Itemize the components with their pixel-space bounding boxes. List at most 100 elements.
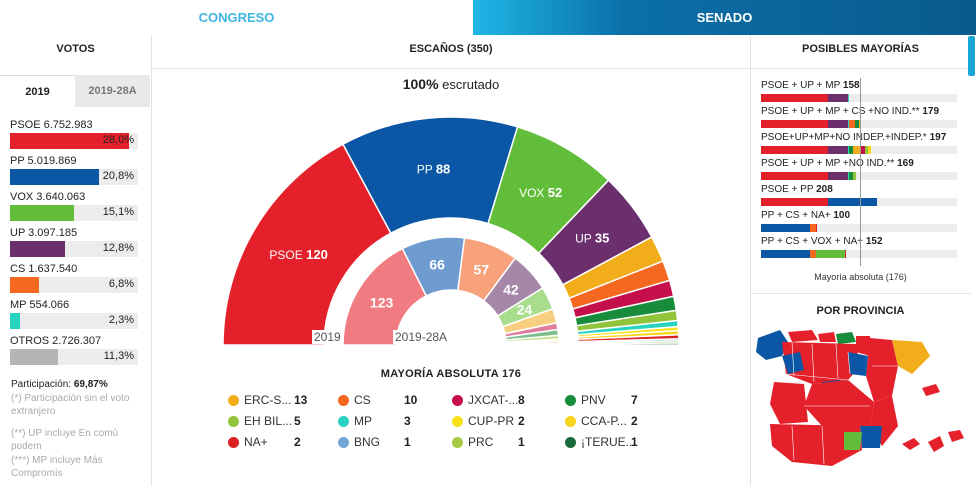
majority-bar-segment [761,120,829,128]
map-provinces [756,330,964,466]
legend-swatch [228,416,239,427]
majority-parties: PSOE + UP + MP + CS +NO IND.** [761,106,923,117]
legend-party-name: BNG [354,435,381,449]
map-region-castilla-leon [782,342,860,384]
majority-bar-segment [761,198,829,206]
participation-label: Participación: [11,379,72,390]
vote-row: OTROS 2.726.307 11,3% [10,335,138,371]
note-mp: (***) MP incluye Más Compromís [11,455,103,479]
mayoria-value: 176 [501,368,522,380]
vote-bar-track: 6,8% [10,277,138,293]
majority-bar-segment [828,172,848,180]
map-region-navarra [856,336,870,356]
seat-2019-28a-label: 57 [474,261,490,277]
legend-seats: 7 [631,393,638,407]
legend-party-name: CUP-PR [468,414,515,428]
scrollbar[interactable] [968,36,975,76]
majority-bar-track [761,146,957,154]
center-head-divider [152,68,750,69]
majority-bar-track [761,172,957,180]
seat-2019-label: UP 35 [575,230,609,245]
majority-bar-segment [828,146,848,154]
majority-parties: PP + CS + VOX + NA+ [761,236,866,247]
legend-party-name: PNV [581,393,606,407]
vote-row-pct: 6,8% [108,278,134,290]
tab-congreso[interactable]: CONGRESO [0,0,473,35]
legend-seats: 8 [518,393,525,407]
vote-row: CS 1.637.540 6,8% [10,263,138,299]
vote-bar-track: 11,3% [10,349,138,365]
vote-row-pct: 11,3% [103,350,134,362]
majority-bar-segment [849,172,854,180]
escrutado-text: escrutado [442,77,500,92]
map-region-castilla-la-mancha [804,380,874,426]
map-region-galicia [756,330,788,360]
mayoria-label: MAYORÍA ABSOLUTA [380,368,499,380]
vote-row: UP 3.097.185 12,8% [10,227,138,263]
legend-item: BNG 1 [338,435,443,451]
majority-bar-segment [860,146,866,154]
seat-2019-slice[interactable] [577,342,680,346]
majority-bar-segment [865,146,868,154]
majority-row-label: PSOE + PP 208 [761,184,833,195]
majority-parties: PSOE + UP + MP +NO IND.** [761,158,898,169]
vote-row: PP 5.019.869 20,8% [10,155,138,191]
majority-bar-segment [847,94,850,102]
map-region-canarias [902,430,964,452]
majority-bar-track [761,250,957,258]
map-region-soria [848,352,868,376]
majority-bar-track [761,224,957,232]
legend-item: NA+ 2 [228,435,333,451]
legend-item: CS 10 [338,393,443,409]
note-participation: (*) Participación sin el voto extranjero [11,393,130,417]
vote-row-label: UP 3.097.185 [10,227,78,239]
divider-left [151,35,152,486]
tab-year-2019-28a[interactable]: 2019-28A [75,75,150,107]
vote-row-label: PSOE 6.752.983 [10,119,93,131]
majority-bar-segment [761,224,811,232]
legend-seats: 1 [404,435,411,449]
tab-senado[interactable]: SENADO [473,0,976,35]
map-region-pais-vasco [836,332,856,344]
spain-province-map[interactable] [752,326,972,476]
vote-row-label: MP 554.066 [10,299,70,311]
vote-bar-fill [10,133,129,149]
majority-bar-track [761,94,957,102]
legend-swatch [228,395,239,406]
vote-row-label: OTROS 2.726.307 [10,335,102,347]
map-region-cataluna [892,340,930,374]
participation-value: 69,87% [73,379,108,390]
legend-seats: 2 [518,414,525,428]
legend-item: MP 3 [338,414,443,430]
participation: Participación: 69,87% [11,378,141,391]
legend-swatch [338,416,349,427]
majority-bar-segment [847,120,850,128]
vote-row: VOX 3.640.063 15,1% [10,191,138,227]
legend-party-name: JXCAT-... [468,393,519,407]
seat-2019-slice[interactable] [222,143,392,346]
vote-bar-track: 20,8% [10,169,138,185]
seat-2019-28a-label: 66 [429,257,445,273]
tab-year-2019[interactable]: 2019 [0,75,75,107]
seat-2019-28a-label: 42 [503,282,519,298]
majority-bar-segment [853,172,856,180]
legend-seats: 13 [294,393,308,407]
majority-bar-segment [815,250,845,258]
majority-row-label: PSOE+UP+MP+NO INDEP.+INDEP.* 197 [761,132,946,143]
year-label-2019-28a: 2019-28A [393,330,450,344]
legend-item: PRC 1 [452,435,557,451]
seat-2019-label: PSOE 120 [269,247,327,262]
majority-parties: PP + CS + NA+ [761,210,834,221]
seat-2019-28a-label: 123 [370,294,394,310]
majority-bar-segment [849,120,856,128]
provincia-divider [751,293,971,294]
vote-bar-fill [10,169,99,185]
majority-row: PP + CS + VOX + NA+ 152 [761,236,957,264]
legend-item: JXCAT-... 8 [452,393,557,409]
map-region-cantabria [818,332,836,342]
majority-parties: PSOE+UP+MP+NO INDEP.+INDEP.* [761,132,930,143]
seat-2019-28a-slice[interactable] [505,343,560,346]
divider-right [750,35,751,486]
majority-row: PSOE + UP + MP +NO IND.** 169 [761,158,957,186]
note-up: (**) UP incluye En comú podem [11,428,119,452]
